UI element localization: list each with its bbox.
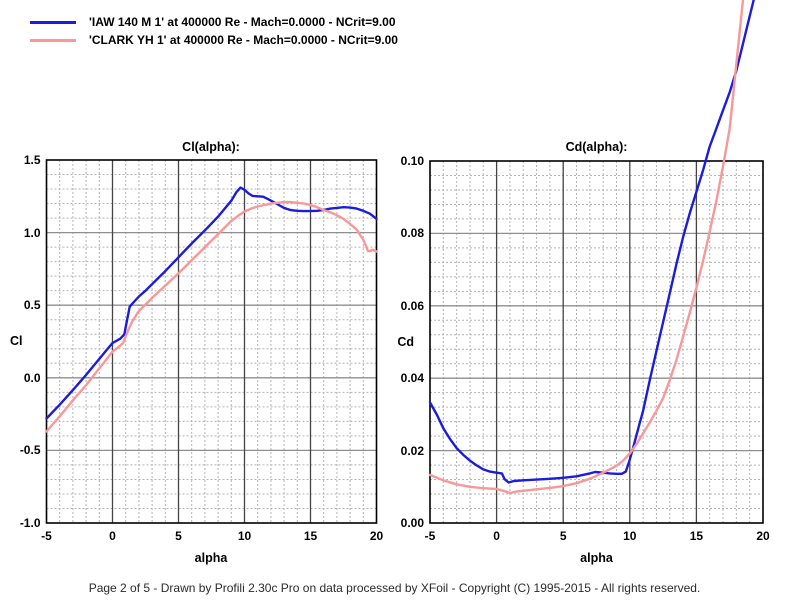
y-tick-label: 0.06 — [400, 298, 424, 313]
y-tick-label: 0.08 — [400, 226, 424, 241]
cd-alpha-axis-label: alpha — [580, 551, 613, 565]
legend-line-swatch-pink — [30, 38, 76, 42]
y-tick-label: 0.04 — [400, 371, 424, 386]
legend-label: 'IAW 140 M 1' at 400000 Re - Mach=0.0000… — [89, 15, 396, 29]
x-tick-label: 10 — [237, 529, 252, 543]
curve-iaw-140-m-1 — [428, 0, 755, 484]
y-tick-label: -1.0 — [19, 516, 41, 530]
legend-item: 'CLARK YH 1' at 400000 Re - Mach=0.0000 … — [0, 31, 398, 49]
curve-clark-yh-1 — [45, 200, 378, 433]
y-tick-label: 1.5 — [23, 153, 41, 167]
cl-alpha-chart — [45, 159, 378, 524]
x-tick-label: 15 — [689, 529, 704, 543]
x-tick-label: -5 — [41, 529, 52, 543]
x-tick-label: 15 — [303, 529, 318, 543]
curve-iaw-140-m-1 — [45, 186, 378, 420]
page-footer: Page 2 of 5 - Drawn by Profili 2.30c Pro… — [88, 581, 701, 595]
legend-item: 'IAW 140 M 1' at 400000 Re - Mach=0.0000… — [0, 13, 398, 31]
x-tick-label: 0 — [109, 529, 116, 543]
x-tick-label: 20 — [369, 529, 384, 543]
y-tick-label: 0.10 — [400, 154, 424, 168]
y-tick-label: -0.5 — [19, 443, 41, 458]
cl-alpha-axis-label: alpha — [194, 551, 228, 565]
y-tick-label: 0.0 — [23, 370, 41, 385]
cl-axis-label: Cl — [10, 334, 23, 348]
y-tick-label: 0.00 — [400, 516, 424, 530]
plot-box-border — [429, 160, 764, 524]
y-tick-label: 1.0 — [23, 225, 41, 240]
y-tick-label: 0.5 — [23, 298, 41, 313]
x-tick-label: 0 — [493, 529, 500, 543]
cl-chart-title: Cl(alpha): — [182, 140, 240, 154]
legend-line-swatch-blue — [30, 20, 76, 24]
x-tick-label: 5 — [559, 529, 567, 543]
y-tick-label: 0.02 — [400, 443, 424, 458]
x-tick-label: 20 — [756, 529, 770, 543]
x-tick-label: 5 — [175, 529, 182, 543]
x-tick-label: -5 — [424, 529, 436, 543]
legend-label: 'CLARK YH 1' at 400000 Re - Mach=0.0000 … — [89, 33, 398, 47]
cd-chart-title: Cd(alpha): — [565, 140, 628, 154]
plot-box-border — [45, 159, 378, 524]
curve-clark-yh-1 — [428, 0, 745, 495]
cd-alpha-chart — [428, 0, 764, 524]
x-tick-label: 10 — [623, 529, 637, 543]
legend: 'IAW 140 M 1' at 400000 Re - Mach=0.0000… — [0, 13, 398, 49]
cd-axis-label: Cd — [397, 335, 414, 349]
